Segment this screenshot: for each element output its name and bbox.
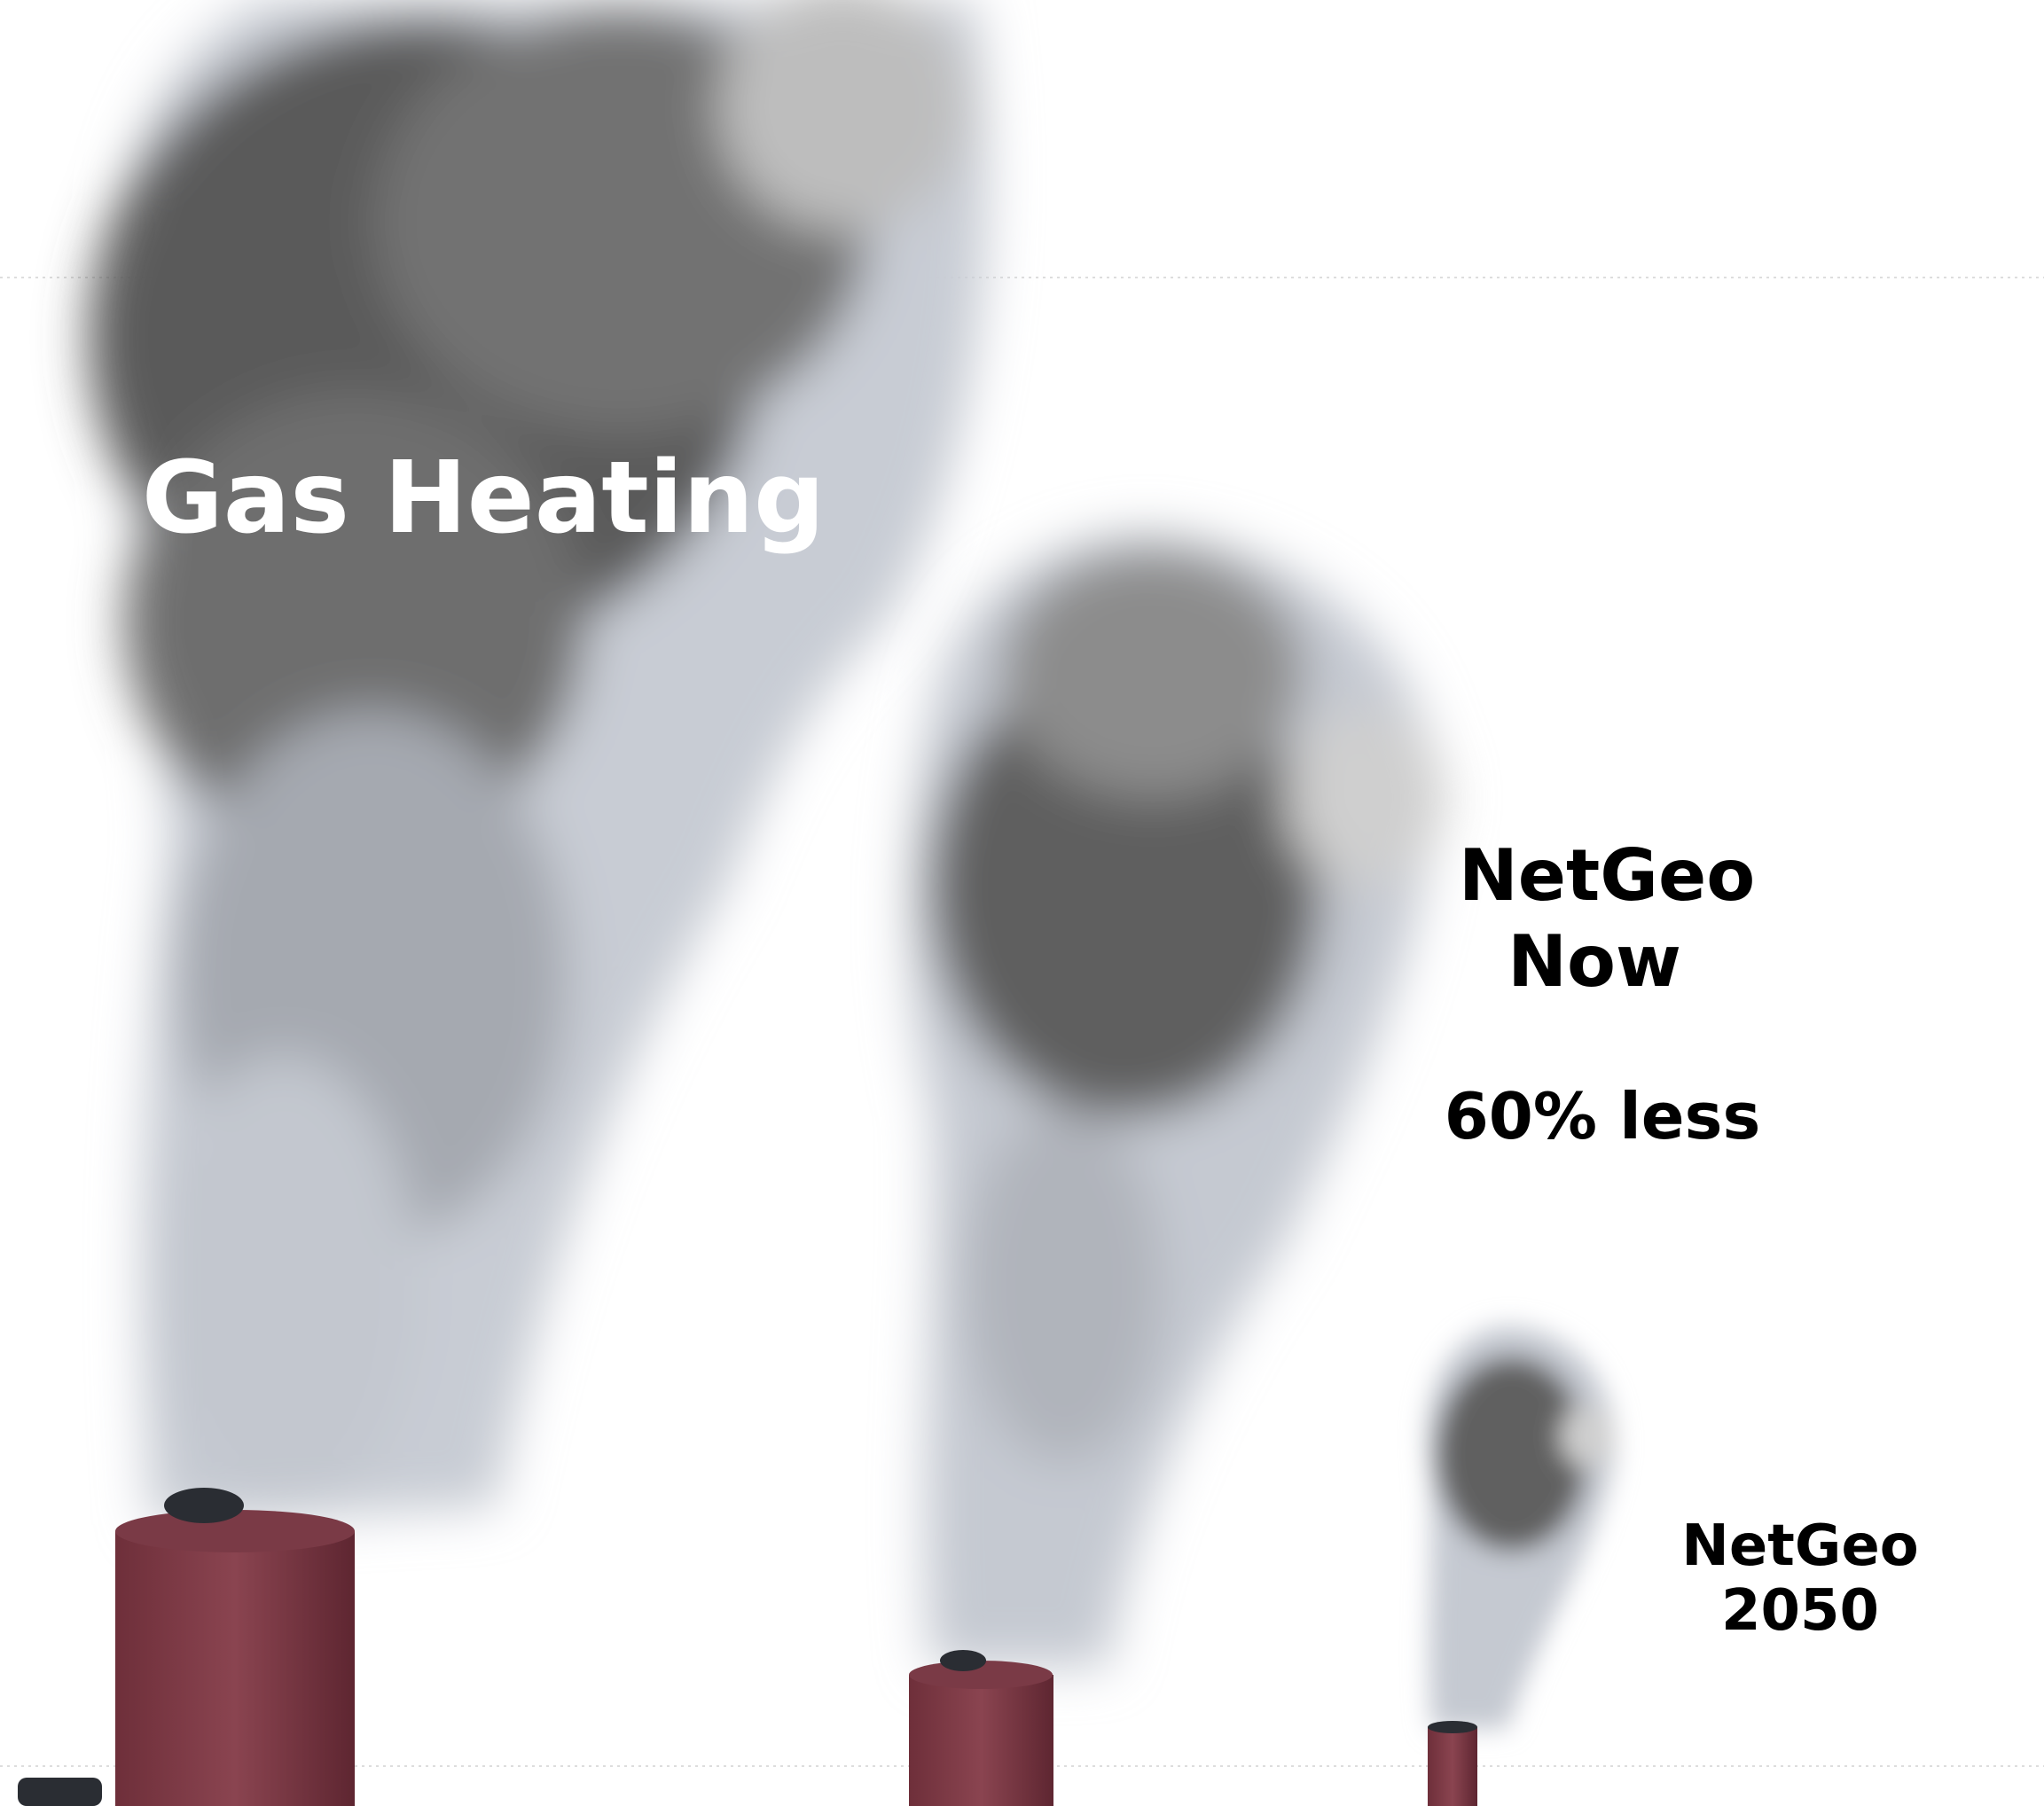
smoke-large bbox=[89, 0, 989, 1525]
chimney-top bbox=[909, 1661, 1053, 1689]
chimney-top bbox=[115, 1510, 355, 1552]
gas-heating-label: Gas Heating bbox=[142, 441, 825, 556]
chimney bbox=[909, 1675, 1053, 1806]
netgeo-2050-label: 2050 bbox=[1721, 1578, 1879, 1644]
netgeo-now-label: Now bbox=[1508, 920, 1681, 1003]
netgeo-now-label: NetGeo bbox=[1459, 834, 1755, 917]
chimney bbox=[115, 1531, 355, 1806]
smoke-small bbox=[1426, 1325, 1616, 1729]
netgeo-2050-label: NetGeo bbox=[1681, 1513, 1918, 1579]
chimney bbox=[1428, 1727, 1477, 1806]
chimney-cap bbox=[940, 1650, 986, 1671]
chimney-cap bbox=[164, 1488, 244, 1523]
chimney-cap bbox=[1428, 1721, 1477, 1733]
reduction-note: 60% less bbox=[1445, 1079, 1761, 1153]
smoke-medium bbox=[908, 532, 1445, 1667]
chimney-cap bbox=[18, 1778, 102, 1806]
